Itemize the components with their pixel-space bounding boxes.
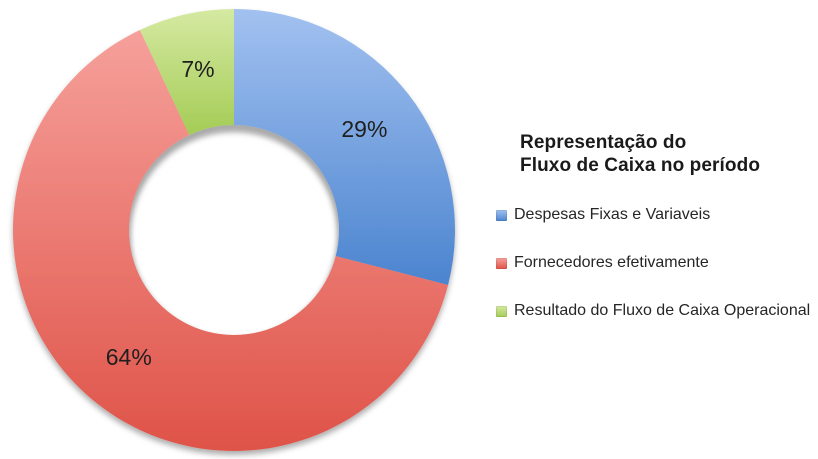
legend-item-resultado: Resultado do Fluxo de Caixa Operacional: [496, 302, 816, 319]
legend-chip: [496, 257, 507, 269]
donut-slice-3: [139, 9, 234, 135]
chart-side-panel: Representação do Fluxo de Caixa no perío…: [496, 131, 816, 351]
donut-slice-2: [13, 30, 449, 451]
legend-chip: [496, 305, 507, 317]
slice-percent-label: 29%: [341, 116, 387, 142]
chart-title-line-2: Fluxo de Caixa no período: [520, 155, 761, 176]
slice-percent-label: 7%: [181, 56, 214, 82]
donut-hole-inner-shadow: [129, 125, 339, 335]
donut-slices: [13, 9, 456, 451]
slice-percent-label: 64%: [106, 344, 152, 370]
legend-label: Fornecedores efetivamente: [514, 254, 709, 271]
chart-title: Representação do Fluxo de Caixa no perío…: [520, 131, 816, 177]
chart-legend: Despesas Fixas e Variaveis Fornecedores …: [496, 206, 816, 319]
legend-item-despesas: Despesas Fixas e Variaveis: [496, 206, 816, 223]
legend-label: Despesas Fixas e Variaveis: [514, 206, 711, 223]
chart-title-line-1: Representação do: [520, 132, 687, 153]
donut-slice-1: [234, 9, 456, 285]
legend-chip: [496, 209, 507, 221]
legend-label: Resultado do Fluxo de Caixa Operacional: [514, 302, 811, 319]
legend-item-fornecedores: Fornecedores efetivamente: [496, 254, 816, 271]
